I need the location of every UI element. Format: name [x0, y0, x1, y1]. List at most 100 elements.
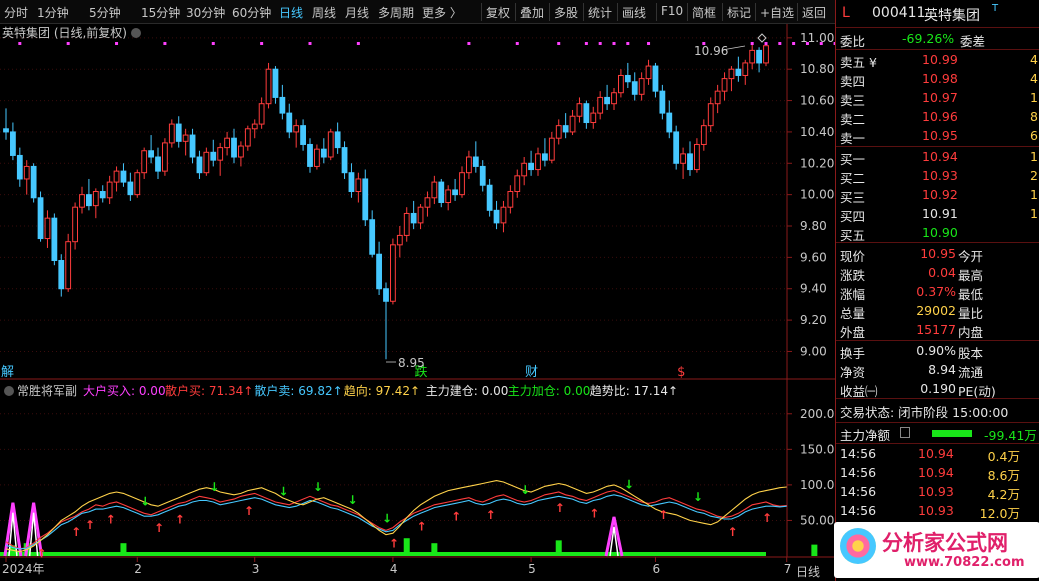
candle-body — [645, 65, 652, 80]
candle — [479, 160, 486, 192]
buy-arrow: ↑ — [451, 510, 461, 524]
period-tab-4[interactable]: 30分钟 — [186, 6, 226, 20]
flow-detail-icon[interactable] — [900, 427, 910, 438]
candle-body — [376, 253, 382, 290]
toolbar-button-5[interactable]: F10 — [661, 4, 684, 18]
flower-logo-icon — [840, 528, 876, 564]
candle-body — [652, 65, 659, 92]
event-dot — [515, 42, 519, 45]
candle-body — [486, 184, 493, 211]
candle-body — [431, 181, 438, 199]
indicator-field: 主力建仓: 0.00 — [426, 384, 509, 398]
event-dot — [356, 42, 360, 45]
candle-body — [231, 137, 237, 158]
candle-body — [383, 288, 389, 302]
indicator-field: 趋向: 97.42↑ — [344, 383, 420, 398]
period-tab-10[interactable]: 更多 〉 — [422, 6, 462, 20]
period-tab-8[interactable]: 月线 — [345, 6, 370, 20]
candle — [583, 100, 590, 129]
ind-y-tick-label: 150.0 — [800, 442, 834, 456]
candle — [293, 119, 300, 148]
toolbar-separator — [755, 3, 756, 21]
toolbar-button-4[interactable]: 画线 — [622, 6, 647, 20]
buy-arrow: ↑ — [106, 512, 116, 526]
candle-body — [113, 170, 120, 183]
stat-label: 现价 — [840, 249, 866, 264]
period-tab-9[interactable]: 多周期 — [378, 6, 415, 20]
ask-price: 10.96 — [922, 109, 958, 124]
event-dot — [308, 42, 312, 45]
period-tab-0[interactable]: 分时 — [4, 6, 29, 20]
candle-body — [721, 78, 728, 92]
series-line — [5, 494, 787, 550]
toolbar-separator — [549, 3, 550, 21]
tick-time: 14:56 — [840, 503, 877, 518]
title-dropdown-icon[interactable] — [131, 28, 141, 38]
candle — [251, 119, 258, 139]
candle — [728, 66, 735, 92]
toolbar-button-8[interactable]: +自选 — [760, 6, 795, 20]
toolbar-button-2[interactable]: 多股 — [554, 6, 579, 20]
candle — [673, 125, 680, 170]
info-icon[interactable]: T — [992, 3, 999, 14]
event-dot — [819, 42, 823, 45]
period-label: 日线 — [796, 565, 820, 579]
candle-body — [72, 206, 78, 243]
period-tab-6[interactable]: 日线 — [279, 6, 304, 20]
tick-volume: 0.4万 — [987, 449, 1020, 464]
candle — [348, 163, 355, 198]
candle-body — [362, 178, 369, 221]
ask-price: 10.97 — [922, 90, 958, 105]
candle-body — [452, 189, 458, 196]
candle — [749, 44, 756, 70]
candle — [486, 178, 493, 217]
candle-body — [307, 143, 313, 167]
candle — [569, 109, 576, 136]
stock-name[interactable]: 英特集团 — [924, 8, 980, 24]
candle — [666, 100, 673, 139]
candle — [72, 202, 78, 250]
period-tab-2[interactable]: 5分钟 — [89, 6, 121, 20]
y-tick-label: 9.20 — [800, 313, 827, 327]
stat2-label-right: PE(动) — [958, 384, 996, 399]
candle — [700, 119, 707, 151]
candle — [210, 139, 217, 167]
candle — [320, 138, 327, 164]
candle-body — [120, 170, 127, 183]
toolbar-button-6[interactable]: 简框 — [692, 6, 717, 20]
ask-row: 卖四 10.98 4 — [840, 71, 1038, 89]
candle — [403, 207, 410, 242]
candle — [307, 138, 313, 173]
candle-body — [535, 153, 541, 171]
period-tab-7[interactable]: 周线 — [312, 6, 337, 20]
candle — [535, 147, 541, 176]
candle — [597, 91, 604, 120]
period-tab-5[interactable]: 60分钟 — [232, 6, 272, 20]
indicator-dropdown-icon[interactable] — [4, 386, 14, 396]
bid-price: 10.93 — [922, 168, 958, 183]
candle — [203, 147, 210, 176]
ask-row: 卖二 10.96 8 — [840, 109, 1038, 127]
candle-body — [341, 147, 348, 174]
toolbar-button-1[interactable]: 叠加 — [520, 6, 545, 20]
toolbar-button-7[interactable]: 标记 — [727, 6, 752, 20]
ask-volume: 4 — [1030, 52, 1038, 67]
toolbar-button-9[interactable]: 返回 — [802, 6, 827, 20]
candle — [162, 138, 168, 176]
candle — [618, 69, 624, 98]
event-dot — [626, 42, 630, 45]
watermark-url: www.70822.com — [904, 555, 1025, 570]
zhuli-bar — [555, 540, 562, 556]
candle-body — [189, 134, 196, 158]
stat-label: 总量 — [840, 306, 866, 321]
candle — [141, 147, 148, 179]
candle — [756, 47, 762, 73]
toolbar-button-3[interactable]: 统计 — [588, 6, 613, 20]
toolbar-button-0[interactable]: 复权 — [486, 6, 511, 20]
candle — [65, 233, 72, 292]
stat-value: 29002 — [916, 303, 956, 318]
candle — [79, 186, 85, 214]
candle-body — [196, 156, 203, 174]
period-tab-3[interactable]: 15分钟 — [141, 6, 181, 20]
period-tab-1[interactable]: 1分钟 — [37, 6, 69, 20]
